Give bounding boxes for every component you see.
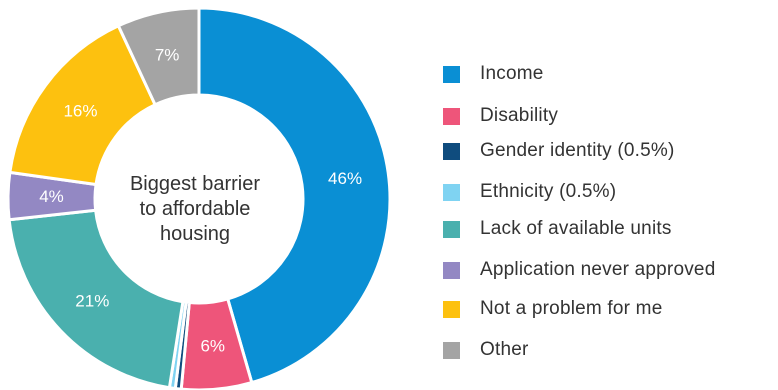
center-label-line-2: to affordable	[139, 198, 251, 220]
slice-label-other: 7%	[155, 45, 180, 64]
center-label: Biggest barrier to affordable housing	[105, 172, 285, 247]
legend-label: Other	[480, 339, 529, 360]
legend-label: Income	[480, 63, 544, 84]
legend-item-lack-of-units: Lack of available units	[443, 213, 672, 245]
center-label-line-3: housing	[159, 223, 231, 245]
slice-other	[116, 6, 201, 107]
legend-swatch-other	[443, 341, 460, 359]
slice-labels: 46% 6% 21% 4% 16% 7%	[39, 45, 362, 355]
legend-swatch-gender-identity	[443, 142, 460, 160]
center-label-line-1: Biggest barrier	[129, 173, 261, 195]
legend-swatch-not-a-problem	[443, 300, 460, 318]
donut-slices	[6, 6, 392, 390]
legend-swatch-lack-of-units	[443, 220, 460, 238]
legend-label: Application never approved	[480, 259, 716, 280]
legend-swatch-application-never-approved	[443, 261, 460, 279]
legend-item-application-never-approved: Application never approved	[443, 254, 715, 286]
legend-item-not-a-problem: Not a problem for me	[443, 293, 662, 325]
slice-lack-of-available-units	[7, 208, 185, 390]
legend-swatch-income	[443, 65, 460, 83]
legend-label: Gender identity (0.5%)	[480, 140, 675, 161]
slice-label-application-never-approved: 4%	[39, 187, 64, 206]
legend-item-gender-identity: Gender identity (0.5%)	[443, 135, 675, 167]
legend-item-disability: Disability	[443, 100, 558, 132]
legend-item-income: Income	[443, 58, 544, 90]
legend-item-other: Other	[443, 334, 529, 366]
slice-label-income: 46%	[328, 169, 362, 188]
slice-label-lack-of-available-units: 21%	[75, 291, 109, 310]
legend-item-ethnicity: Ethnicity (0.5%)	[443, 176, 616, 208]
legend-label: Lack of available units	[480, 218, 672, 239]
slice-label-not-a-problem-for-me: 16%	[63, 102, 97, 121]
legend-swatch-ethnicity	[443, 183, 460, 201]
slice-label-disability: 6%	[200, 336, 225, 355]
legend-label: Ethnicity (0.5%)	[480, 181, 617, 202]
donut-chart: 46% 6% 21% 4% 16% 7%	[6, 6, 392, 390]
legend-label: Disability	[480, 105, 559, 126]
legend-swatch-disability	[443, 107, 460, 125]
legend-label: Not a problem for me	[480, 298, 663, 319]
slice-income	[197, 6, 392, 385]
